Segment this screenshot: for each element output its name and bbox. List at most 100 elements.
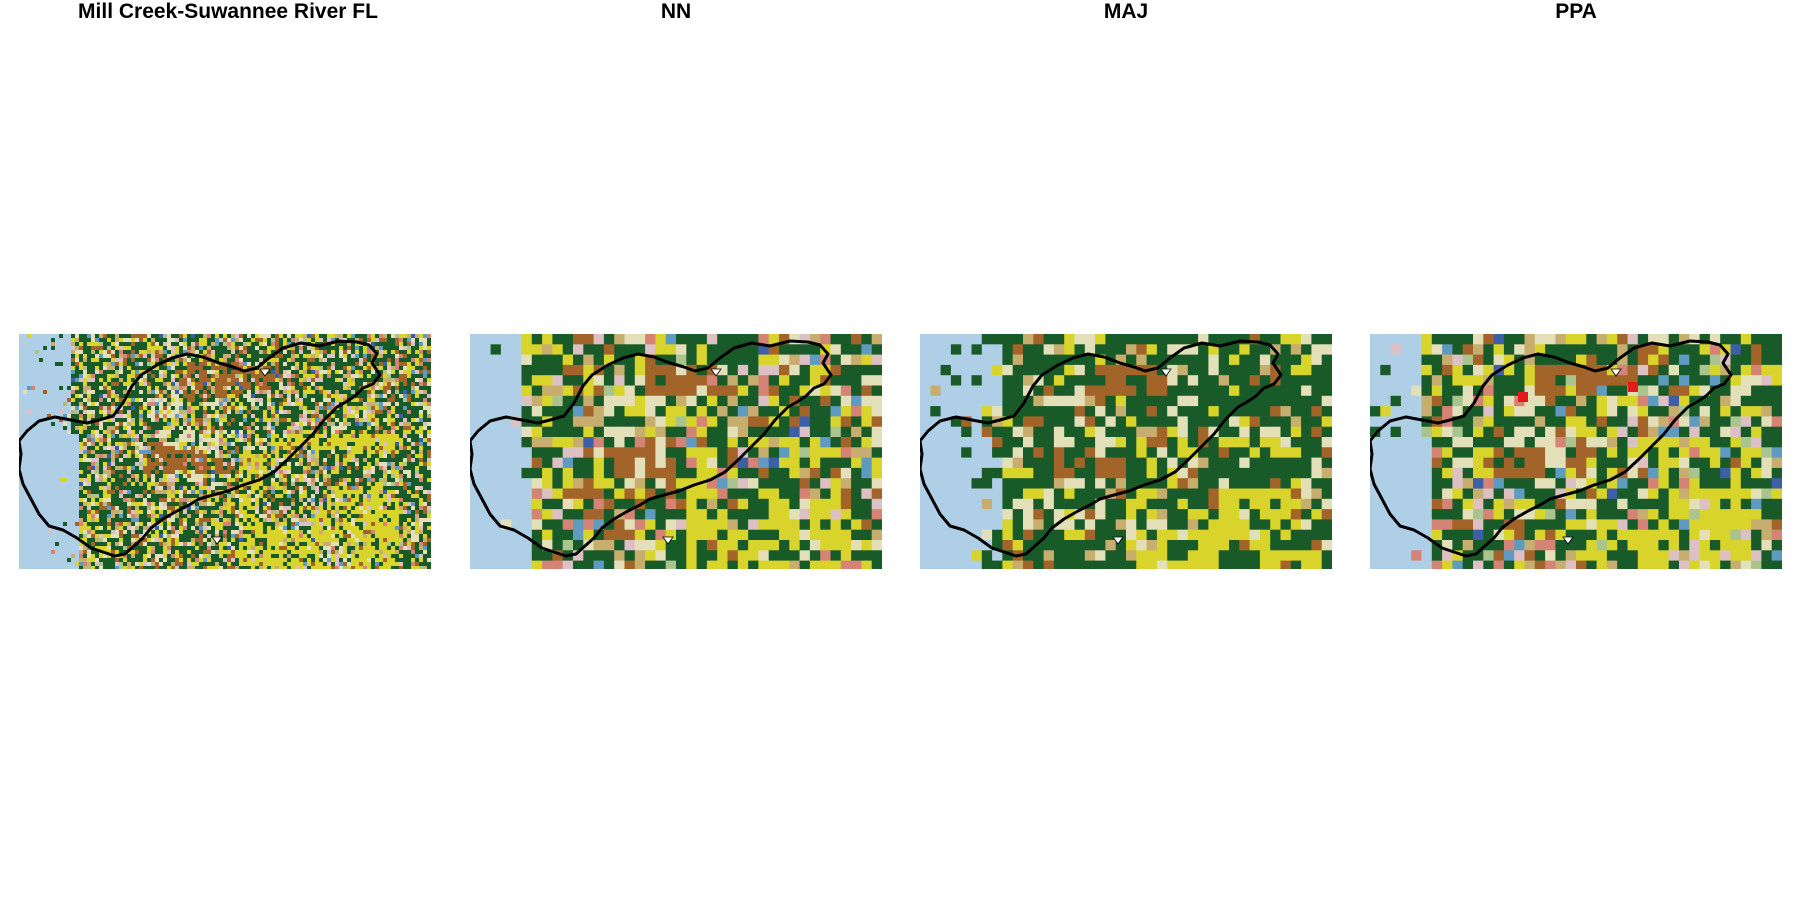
land-cover-cell <box>279 366 284 371</box>
land-cover-cell <box>167 510 172 515</box>
land-cover-cell <box>379 358 384 363</box>
land-cover-cell <box>231 498 236 503</box>
land-cover-cell <box>363 438 368 443</box>
land-cover-cell <box>223 382 228 387</box>
land-cover-cell <box>219 418 224 423</box>
land-cover-cell <box>87 490 92 495</box>
land-cover-cell <box>315 506 320 511</box>
land-cover-cell <box>407 434 412 439</box>
land-cover-cell <box>411 378 416 383</box>
land-cover-cell <box>59 522 64 527</box>
land-cover-cell <box>79 506 84 511</box>
land-cover-cell <box>259 454 264 459</box>
land-cover-cell <box>403 418 408 423</box>
land-cover-cell <box>235 442 240 447</box>
land-cover-cell <box>223 434 228 439</box>
land-cover-cell <box>231 510 236 515</box>
land-cover-cell <box>139 526 144 531</box>
land-cover-cell <box>31 406 36 411</box>
land-cover-cell <box>191 406 196 411</box>
land-cover-cell <box>51 398 56 403</box>
land-cover-cell <box>171 506 176 511</box>
land-cover-cell <box>287 414 292 419</box>
land-cover-cell <box>19 350 24 355</box>
land-cover-cell <box>183 374 188 379</box>
land-cover-cell <box>135 434 140 439</box>
land-cover-cell <box>379 422 384 427</box>
land-cover-cell <box>103 502 108 507</box>
land-cover-cell <box>263 350 268 355</box>
land-cover-cell <box>351 522 356 527</box>
land-cover-cell <box>139 422 144 427</box>
land-cover-cell <box>115 458 120 463</box>
land-cover-cell <box>247 430 252 435</box>
land-cover-cell <box>315 466 320 471</box>
land-cover-cell <box>343 410 348 415</box>
land-cover-cell <box>191 478 196 483</box>
land-cover-cell <box>67 514 72 519</box>
land-cover-cell <box>403 366 408 371</box>
land-cover-cell <box>39 426 44 431</box>
land-cover-cell <box>371 470 376 475</box>
land-cover-cell <box>203 334 208 339</box>
land-cover-cell <box>387 366 392 371</box>
land-cover-cell <box>295 366 300 371</box>
land-cover-cell <box>155 458 160 463</box>
land-cover-cell <box>343 430 348 435</box>
land-cover-cell <box>263 342 268 347</box>
land-cover-cell <box>163 386 168 391</box>
land-cover-cell <box>87 406 92 411</box>
land-cover-cell <box>335 414 340 419</box>
land-cover-cell <box>167 522 172 527</box>
land-cover-cell <box>259 486 264 491</box>
land-cover-cell <box>51 474 56 479</box>
land-cover-cell <box>303 494 308 499</box>
land-cover-cell <box>387 458 392 463</box>
land-cover-cell <box>19 378 24 383</box>
land-cover-cell <box>247 486 252 491</box>
land-cover-cell <box>107 362 112 367</box>
land-cover-cell <box>91 410 96 415</box>
land-cover-cell <box>267 510 272 515</box>
land-cover-cell <box>279 450 284 455</box>
land-cover-cell <box>359 374 364 379</box>
land-cover-cell <box>259 398 264 403</box>
land-cover-cell <box>67 394 72 399</box>
land-cover-cell <box>323 346 328 351</box>
land-cover-cell <box>419 386 424 391</box>
land-cover-cell <box>327 406 332 411</box>
land-cover-cell <box>379 350 384 355</box>
land-cover-cell <box>243 502 248 507</box>
land-cover-cell <box>351 466 356 471</box>
land-cover-cell <box>95 422 100 427</box>
land-cover-cell <box>83 514 88 519</box>
land-cover-cell <box>199 358 204 363</box>
land-cover-cell <box>295 474 300 479</box>
land-cover-cell <box>355 518 360 523</box>
land-cover-cell <box>183 410 188 415</box>
land-cover-cell <box>115 374 120 379</box>
land-cover-cell <box>51 430 56 435</box>
land-cover-cell <box>107 358 112 363</box>
land-cover-cell <box>147 518 152 523</box>
land-cover-cell <box>203 406 208 411</box>
land-cover-cell <box>23 358 28 363</box>
land-cover-cell <box>71 350 76 355</box>
land-cover-cell <box>395 422 400 427</box>
land-cover-cell <box>295 434 300 439</box>
land-cover-cell <box>243 514 248 519</box>
land-cover-cell <box>231 358 236 363</box>
land-cover-cell <box>63 466 68 471</box>
land-cover-cell <box>375 446 380 451</box>
land-cover-cell <box>391 410 396 415</box>
land-cover-cell <box>307 426 312 431</box>
land-cover-cell <box>259 474 264 479</box>
land-cover-cell <box>67 390 72 395</box>
land-cover-cell <box>47 482 52 487</box>
land-cover-cell <box>395 434 400 439</box>
land-cover-cell <box>199 398 204 403</box>
land-cover-cell <box>199 386 204 391</box>
land-cover-cell <box>243 510 248 515</box>
land-cover-cell <box>183 502 188 507</box>
land-cover-cell <box>367 426 372 431</box>
